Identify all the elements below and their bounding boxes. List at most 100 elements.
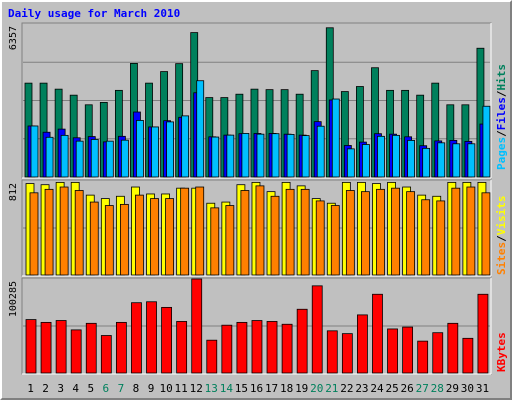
bar-pages (151, 126, 159, 178)
x-tick-label: 2 (42, 382, 49, 395)
x-tick-label: 15 (235, 382, 248, 395)
bar-sites (406, 191, 416, 276)
x-tick-label: 14 (220, 382, 234, 395)
bar-sites (210, 207, 220, 276)
bar-pages (271, 133, 280, 178)
bar-sites (285, 188, 295, 276)
bar-kbytes (191, 278, 203, 374)
x-tick-label: 13 (205, 382, 218, 395)
x-tick-label: 29 (446, 382, 459, 395)
bar-kbytes (176, 321, 188, 374)
bar-kbytes (311, 285, 323, 374)
bar-pages (90, 139, 99, 178)
bar-kbytes (296, 308, 308, 374)
bar-sites (240, 190, 250, 276)
bar-kbytes (85, 322, 97, 374)
bar-pages (452, 143, 461, 178)
bar-pages (60, 134, 69, 178)
bar-kbytes (221, 324, 233, 374)
x-tick-label: 17 (265, 382, 278, 395)
bar-pages (316, 125, 325, 178)
bar-pages (301, 135, 310, 178)
x-tick-label: 31 (476, 382, 489, 395)
x-tick-label: 28 (431, 382, 444, 395)
bar-pages (286, 133, 295, 178)
bar-pages (482, 105, 491, 178)
bar-sites (195, 186, 205, 276)
x-tick-label: 12 (190, 382, 203, 395)
bar-pages (392, 134, 400, 178)
x-tick-label: 8 (133, 382, 140, 395)
bar-pages (181, 115, 190, 178)
x-tick-label: 16 (250, 382, 263, 395)
legend-visits: Visits (495, 196, 508, 236)
bar-kbytes (387, 328, 398, 374)
bar-pages (30, 125, 39, 178)
bar-kbytes (40, 321, 52, 374)
bar-kbytes (402, 326, 414, 374)
bar-sites (255, 185, 265, 276)
bar-pages (45, 136, 54, 178)
x-tick-label: 7 (118, 382, 125, 395)
y-max-label-visits_panel: 812 (8, 183, 19, 201)
bar-kbytes (326, 330, 338, 374)
bar-sites (315, 200, 325, 276)
x-tick-label: 20 (310, 382, 323, 395)
legend-sites: Sites (495, 242, 508, 275)
bar-kbytes (236, 321, 248, 374)
bar-kbytes (25, 319, 37, 374)
legend-hits: Hits (495, 64, 508, 91)
legend-hits-panel: Pages/Files/Hits (495, 64, 508, 170)
bar-pages (120, 139, 129, 178)
bar-pages (136, 120, 144, 178)
bar-kbytes (266, 321, 278, 374)
legend-visits-panel: Sites/Visits (495, 196, 508, 276)
legend-kbytes: KBytes (495, 332, 508, 372)
bar-kbytes (281, 323, 293, 374)
x-tick-label: 26 (401, 382, 414, 395)
bar-pages (226, 134, 235, 178)
bar-pages (362, 144, 370, 178)
x-tick-label: 30 (461, 382, 474, 395)
bar-kbytes (70, 329, 82, 374)
x-tick-label: 21 (325, 382, 338, 395)
bar-sites (481, 192, 491, 276)
bar-sites (391, 187, 400, 276)
bar-sites (135, 194, 144, 276)
legend-pages: Pages (495, 137, 508, 170)
bar-sites (74, 190, 84, 276)
bar-pages (256, 133, 265, 178)
x-tick-label: 11 (175, 382, 188, 395)
bar-sites (44, 188, 54, 276)
bar-sites (361, 191, 370, 276)
bar-kbytes (206, 339, 218, 374)
bar-kbytes (447, 322, 459, 374)
bar-kbytes (357, 314, 368, 374)
bar-pages (331, 98, 340, 178)
x-tick-label: 27 (416, 382, 429, 395)
x-tick-label: 3 (57, 382, 64, 395)
x-tick-label: 23 (355, 382, 368, 395)
x-tick-label: 19 (295, 382, 308, 395)
bar-kbytes (55, 320, 67, 374)
bar-sites (29, 192, 39, 276)
bar-kbytes (432, 332, 444, 374)
bar-kbytes (372, 293, 383, 374)
bar-pages (196, 80, 205, 178)
bar-pages (377, 135, 385, 178)
bar-kbytes (341, 333, 353, 374)
bar-kbytes (131, 302, 142, 374)
x-tick-label: 1 (27, 382, 34, 395)
bar-sites (466, 186, 476, 276)
x-tick-label: 9 (148, 382, 155, 395)
bar-kbytes (477, 293, 489, 374)
bar-sites (150, 198, 159, 276)
legend-separator: / (495, 90, 508, 97)
bar-sites (165, 198, 174, 276)
bar-pages (467, 143, 476, 178)
bar-sites (436, 200, 446, 276)
y-max-label-kbytes_panel: 100285 (8, 281, 19, 317)
bar-sites (330, 205, 340, 276)
bar-pages (166, 121, 174, 178)
